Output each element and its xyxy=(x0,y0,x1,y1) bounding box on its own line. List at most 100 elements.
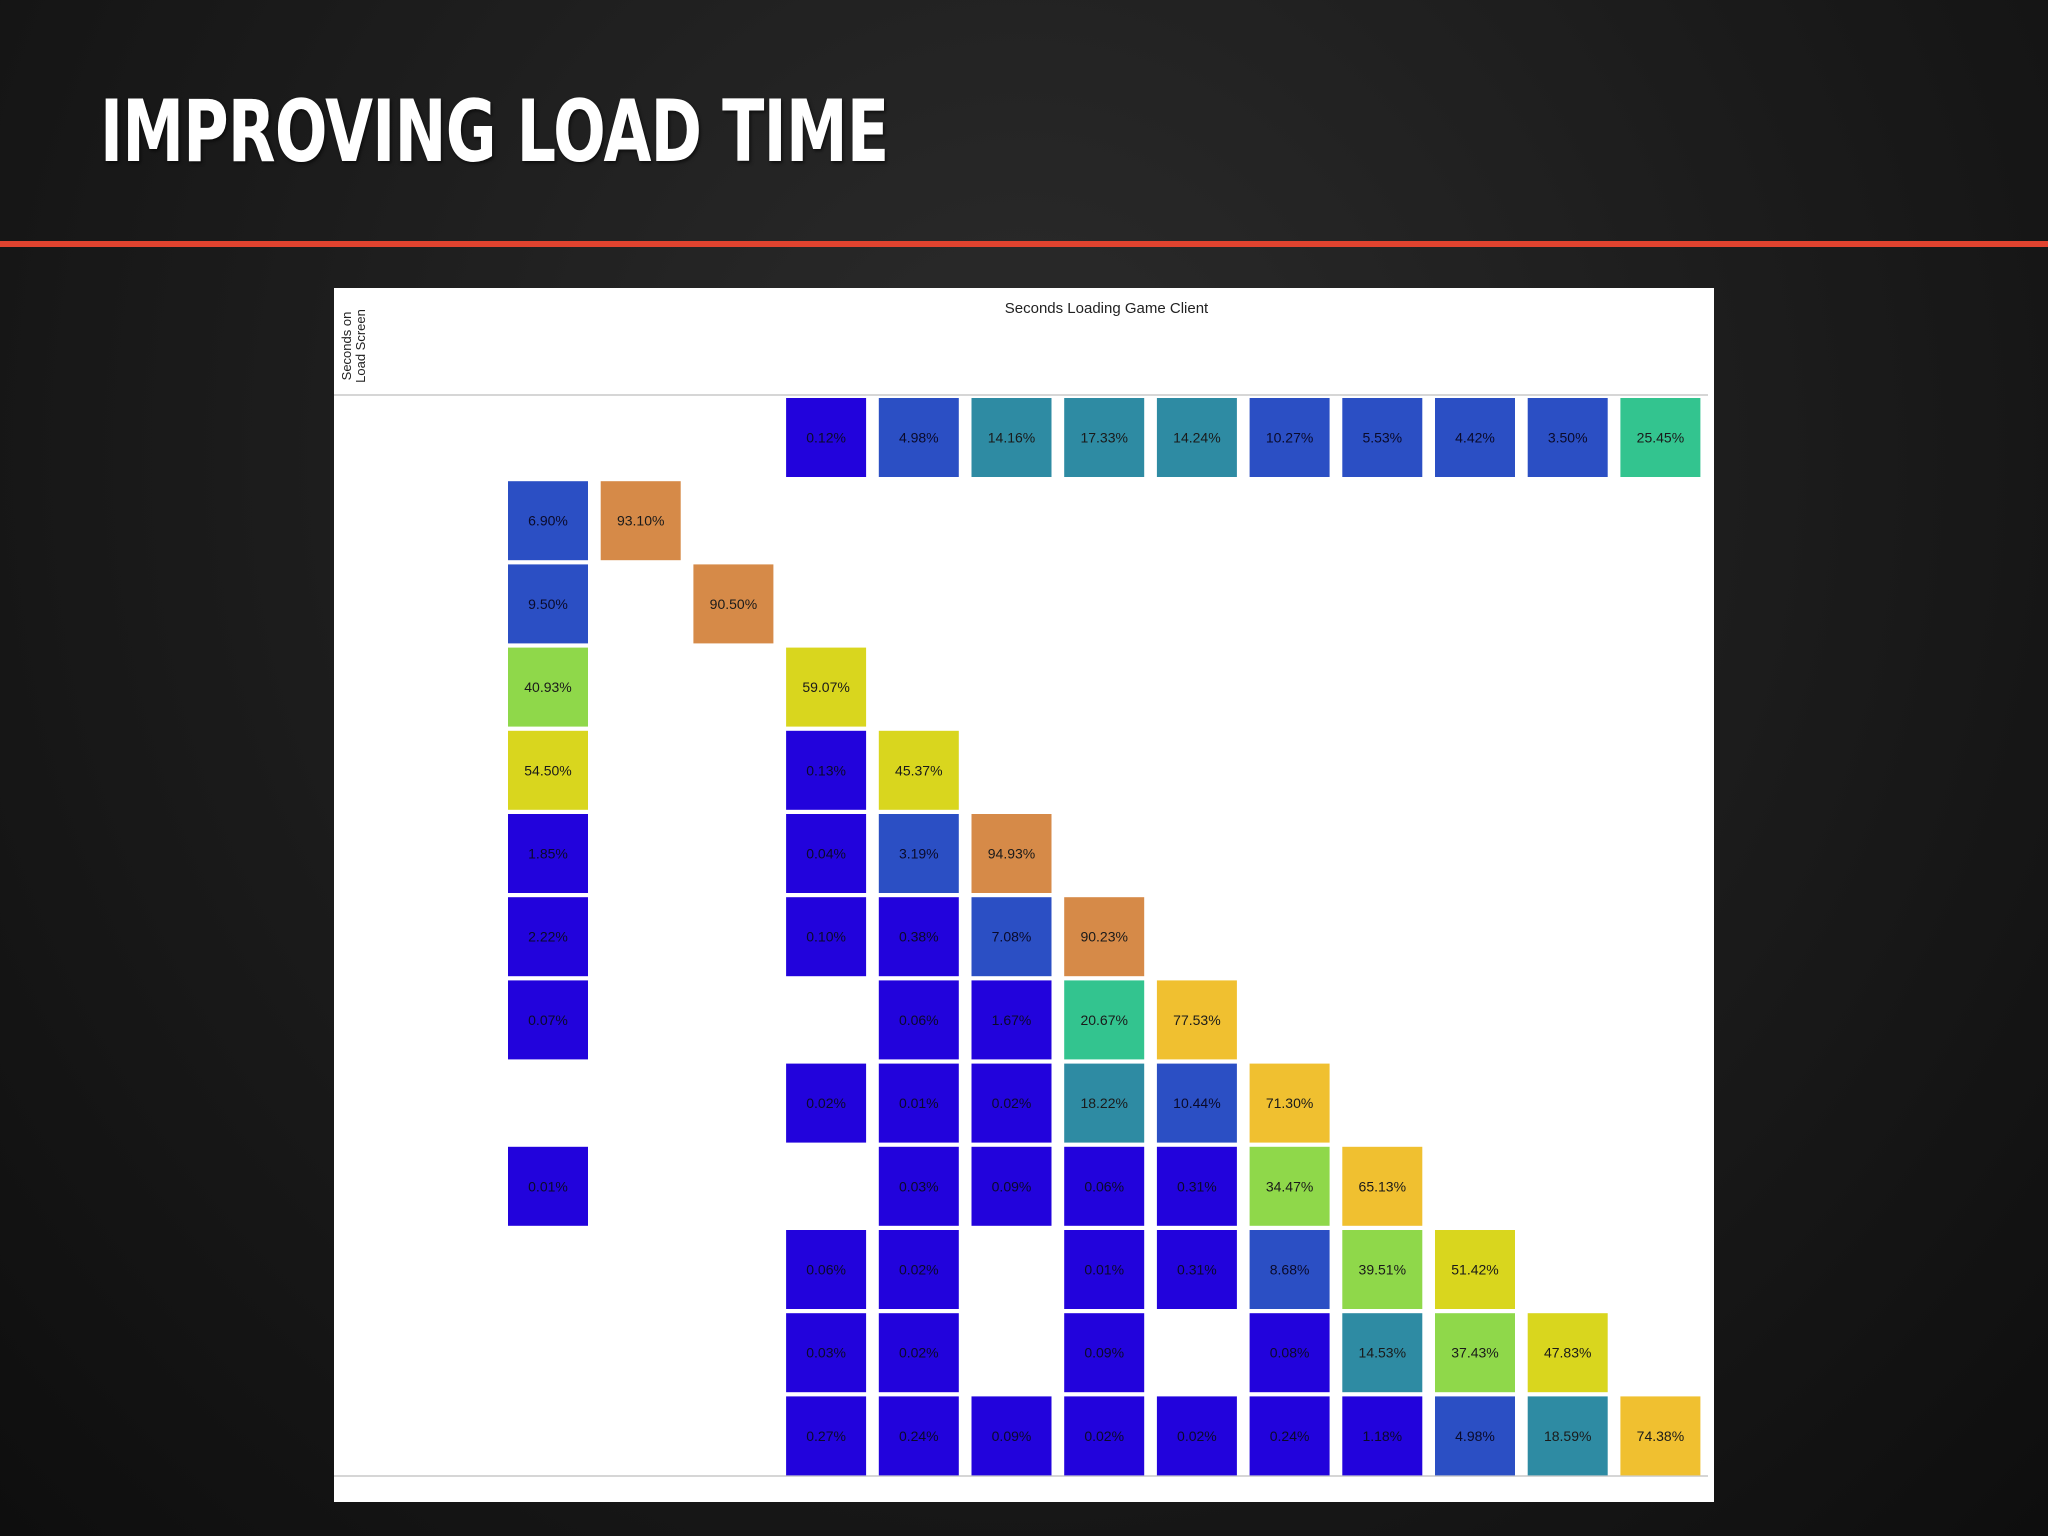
heatmap-cell-rect xyxy=(1342,1230,1423,1309)
heatmap-cell-rect xyxy=(878,1313,959,1393)
heatmap-cell: 0.09% xyxy=(971,1396,1052,1476)
heatmap-cell-rect xyxy=(1156,980,1237,1060)
heatmap-cell-rect xyxy=(508,814,588,893)
heatmap-cell-rect xyxy=(1156,1146,1237,1226)
heatmap-cell-rect xyxy=(971,398,1052,477)
y-axis-title-line1: Seconds on xyxy=(339,311,354,381)
heatmap-cell-label: 25.45% xyxy=(1637,430,1684,446)
heatmap-cell-rect xyxy=(1527,1396,1608,1476)
heatmap-cell-rect xyxy=(878,897,959,977)
heatmap-cell-label: 0.02% xyxy=(1084,1428,1124,1444)
heatmap-cell: 0.31% xyxy=(1156,1230,1237,1309)
heatmap-cell-label: 0.02% xyxy=(992,1095,1032,1111)
heatmap-cell-label: 0.10% xyxy=(806,929,846,945)
heatmap-cell-rect xyxy=(1342,398,1423,477)
heatmap-cell-rect xyxy=(508,730,588,810)
heatmap-cell: 0.02% xyxy=(786,1063,867,1143)
heatmap-cell-label: 2.22% xyxy=(528,929,568,945)
heatmap-cell-label: 0.09% xyxy=(992,1178,1032,1194)
heatmap-cell-rect xyxy=(786,1063,867,1143)
heatmap-cell: 0.01% xyxy=(508,1146,588,1226)
heatmap-cell-label: 10.44% xyxy=(1173,1095,1220,1111)
heatmap-cell: 0.12% xyxy=(786,398,867,477)
heatmap-cell-label: 14.16% xyxy=(988,430,1035,446)
heatmap-cell-label: 45.37% xyxy=(895,762,942,778)
heatmap-cell: 20.67% xyxy=(1064,980,1145,1060)
heatmap-cell: 0.03% xyxy=(878,1146,959,1226)
heatmap-cell-label: 0.08% xyxy=(1270,1345,1310,1361)
heatmap-cell: 1.85% xyxy=(508,814,588,893)
heatmap-cell: 0.38% xyxy=(878,897,959,977)
heatmap-cell-rect xyxy=(1064,1313,1145,1393)
heatmap-cell: 0.24% xyxy=(878,1396,959,1476)
heatmap-cell-label: 90.50% xyxy=(710,596,757,612)
heatmap-cell-rect xyxy=(971,1146,1052,1226)
heatmap-cell: 0.02% xyxy=(878,1313,959,1393)
heatmap-cell-rect xyxy=(1435,1313,1515,1393)
heatmap-cell-label: 40.93% xyxy=(524,679,571,695)
heatmap-cell-label: 14.24% xyxy=(1173,430,1220,446)
heatmap-cell-rect xyxy=(786,814,867,893)
heatmap-cell-label: 74.38% xyxy=(1637,1428,1684,1444)
heatmap-cell: 0.04% xyxy=(786,814,867,893)
heatmap-cell-rect xyxy=(1620,398,1701,477)
heatmap-cell-rect xyxy=(1249,1396,1330,1476)
heatmap-cell-rect xyxy=(1342,1146,1423,1226)
heatmap-cell-label: 20.67% xyxy=(1080,1012,1127,1028)
heatmap-cell-label: 0.07% xyxy=(528,1012,568,1028)
heatmap-cell: 0.27% xyxy=(786,1396,867,1476)
heatmap-cell-label: 8.68% xyxy=(1270,1262,1310,1278)
heatmap-cell-rect xyxy=(1435,398,1515,477)
heatmap-cell-rect xyxy=(1156,1230,1237,1309)
heatmap-cell: 0.02% xyxy=(1064,1396,1145,1476)
heatmap-cell-label: 18.22% xyxy=(1080,1095,1127,1111)
heatmap-cell-label: 0.12% xyxy=(806,430,846,446)
heatmap-cell: 8.68% xyxy=(1249,1230,1330,1309)
heatmap-cell-rect xyxy=(1527,1313,1608,1393)
heatmap-cell: 0.03% xyxy=(786,1313,867,1393)
heatmap-cell-rect xyxy=(508,647,588,727)
heatmap-cell-label: 14.53% xyxy=(1359,1345,1406,1361)
heatmap-cell-label: 51.42% xyxy=(1451,1262,1498,1278)
heatmap-cell-rect xyxy=(1064,980,1145,1060)
heatmap-cell-label: 0.09% xyxy=(1084,1345,1124,1361)
heatmap-cell-rect xyxy=(1527,398,1608,477)
heatmap-cell-rect xyxy=(786,647,867,727)
heatmap-cell: 39.51% xyxy=(1342,1230,1423,1309)
heatmap-cell-label: 0.24% xyxy=(1270,1428,1310,1444)
heatmap-cell-label: 0.09% xyxy=(992,1428,1032,1444)
heatmap-cell: 18.22% xyxy=(1064,1063,1145,1143)
heatmap-cell-label: 0.02% xyxy=(1177,1428,1217,1444)
heatmap-cell-label: 7.08% xyxy=(992,929,1032,945)
y-axis-title-line2: Load Screen xyxy=(353,309,368,383)
heatmap-cell-label: 90.23% xyxy=(1080,929,1127,945)
heatmap-cell: 1.67% xyxy=(971,980,1052,1060)
heatmap-cell-label: 37.43% xyxy=(1451,1345,1498,1361)
heatmap-cell: 9.50% xyxy=(508,564,588,644)
heatmap-cell: 0.13% xyxy=(786,730,867,810)
heatmap-cell: 0.06% xyxy=(786,1230,867,1309)
heatmap-cell-label: 39.51% xyxy=(1359,1262,1406,1278)
heatmap-cell: 59.07% xyxy=(786,647,867,727)
heatmap-cell-rect xyxy=(600,481,681,561)
heatmap-cell: 74.38% xyxy=(1620,1396,1701,1476)
heatmap-cell-label: 3.50% xyxy=(1548,430,1588,446)
heatmap-cell: 40.93% xyxy=(508,647,588,727)
heatmap-cell-rect xyxy=(1156,1396,1237,1476)
heatmap-cell-label: 9.50% xyxy=(528,596,568,612)
heatmap-cell-rect xyxy=(786,730,867,810)
heatmap-cell-rect xyxy=(971,1396,1052,1476)
heatmap-cell: 45.37% xyxy=(878,730,959,810)
heatmap-cell: 0.01% xyxy=(878,1063,959,1143)
heatmap-cell: 93.10% xyxy=(600,481,681,561)
heatmap-cell-label: 34.47% xyxy=(1266,1178,1313,1194)
heatmap-cell-label: 1.85% xyxy=(528,846,568,862)
heatmap-cell: 14.24% xyxy=(1156,398,1237,477)
heatmap-cell-rect xyxy=(786,897,867,977)
heatmap-cell-label: 0.31% xyxy=(1177,1262,1217,1278)
heatmap-cell-label: 18.59% xyxy=(1544,1428,1591,1444)
heatmap-cell-rect xyxy=(878,1063,959,1143)
heatmap-cell: 37.43% xyxy=(1435,1313,1515,1393)
heatmap-cell-label: 5.53% xyxy=(1362,430,1402,446)
heatmap-cell-label: 47.83% xyxy=(1544,1345,1591,1361)
